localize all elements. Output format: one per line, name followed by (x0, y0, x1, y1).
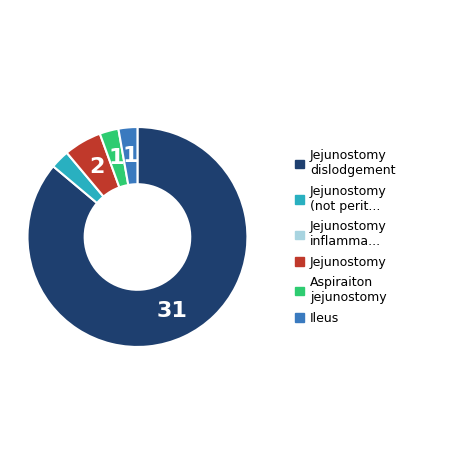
Legend: Jejunostomy
dislodgement, Jejunostomy
(not perit..., Jejunostomy
inflamma..., Je: Jejunostomy dislodgement, Jejunostomy (n… (295, 149, 395, 325)
Text: 1: 1 (123, 146, 138, 166)
Text: 1: 1 (109, 148, 124, 168)
Wedge shape (118, 127, 137, 185)
Wedge shape (27, 127, 247, 347)
Text: 2: 2 (89, 156, 104, 176)
Text: 31: 31 (156, 301, 187, 321)
Wedge shape (67, 134, 119, 197)
Wedge shape (53, 153, 103, 203)
Wedge shape (100, 129, 128, 187)
